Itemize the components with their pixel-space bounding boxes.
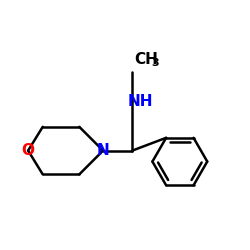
Text: 3: 3 — [151, 58, 159, 68]
Text: CH: CH — [134, 52, 158, 66]
Text: O: O — [22, 143, 35, 158]
Text: N: N — [97, 143, 110, 158]
Text: NH: NH — [128, 94, 153, 109]
